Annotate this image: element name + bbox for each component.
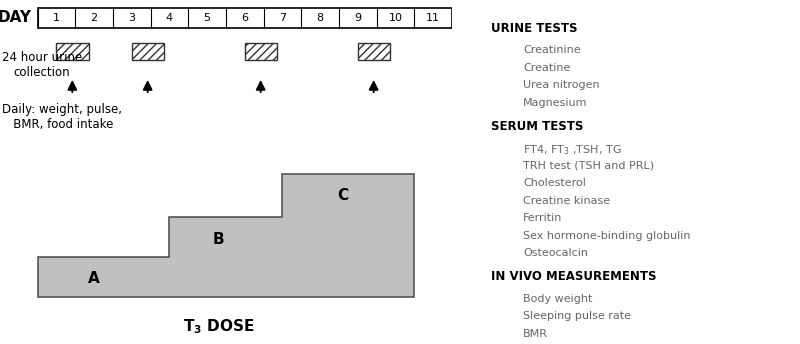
Text: SERUM TESTS: SERUM TESTS	[490, 120, 583, 133]
Text: 24 hour urine
collection: 24 hour urine collection	[2, 51, 82, 79]
Text: $\mathregular{T_3}$ DOSE: $\mathregular{T_3}$ DOSE	[182, 317, 254, 335]
Text: 9: 9	[354, 13, 362, 23]
Text: Sleeping pulse rate: Sleeping pulse rate	[523, 311, 631, 321]
Text: 8: 8	[317, 13, 324, 23]
Text: C: C	[338, 188, 348, 203]
Text: Creatine kinase: Creatine kinase	[523, 196, 610, 206]
Text: 10: 10	[389, 13, 402, 23]
Text: Creatine: Creatine	[523, 63, 570, 73]
Text: 11: 11	[426, 13, 440, 23]
Text: DAY: DAY	[0, 10, 32, 25]
Text: Ferritin: Ferritin	[523, 213, 562, 223]
Text: Daily: weight, pulse,
   BMR, food intake: Daily: weight, pulse, BMR, food intake	[2, 103, 122, 131]
Bar	[132, 43, 164, 60]
Text: Magnesium: Magnesium	[523, 98, 587, 108]
Polygon shape	[38, 174, 414, 297]
Text: B: B	[213, 232, 224, 247]
Text: 6: 6	[242, 13, 248, 23]
Text: Sex hormone-binding globulin: Sex hormone-binding globulin	[523, 230, 690, 240]
Text: 1: 1	[53, 13, 60, 23]
Text: Creatinine: Creatinine	[523, 45, 581, 55]
Text: Cholesterol: Cholesterol	[523, 179, 586, 189]
Text: BMR: BMR	[523, 329, 548, 339]
Bar	[57, 43, 89, 60]
Text: 7: 7	[279, 13, 286, 23]
Text: Urea nitrogen: Urea nitrogen	[523, 80, 600, 90]
Text: TRH test (TSH and PRL): TRH test (TSH and PRL)	[523, 161, 654, 171]
Text: URINE TESTS: URINE TESTS	[490, 22, 577, 35]
Text: Body weight: Body weight	[523, 294, 593, 304]
Text: 4: 4	[166, 13, 173, 23]
FancyBboxPatch shape	[465, 3, 795, 339]
Text: IN VIVO MEASUREMENTS: IN VIVO MEASUREMENTS	[490, 270, 656, 283]
Text: Osteocalcin: Osteocalcin	[523, 248, 588, 258]
Bar	[245, 43, 277, 60]
Text: 2: 2	[90, 13, 98, 23]
Bar	[38, 8, 452, 28]
Text: 3: 3	[128, 13, 135, 23]
Text: A: A	[88, 271, 100, 286]
Text: FT4, FT$_3$ ,TSH, TG: FT4, FT$_3$ ,TSH, TG	[523, 143, 622, 157]
Text: 5: 5	[204, 13, 210, 23]
Bar	[358, 43, 390, 60]
